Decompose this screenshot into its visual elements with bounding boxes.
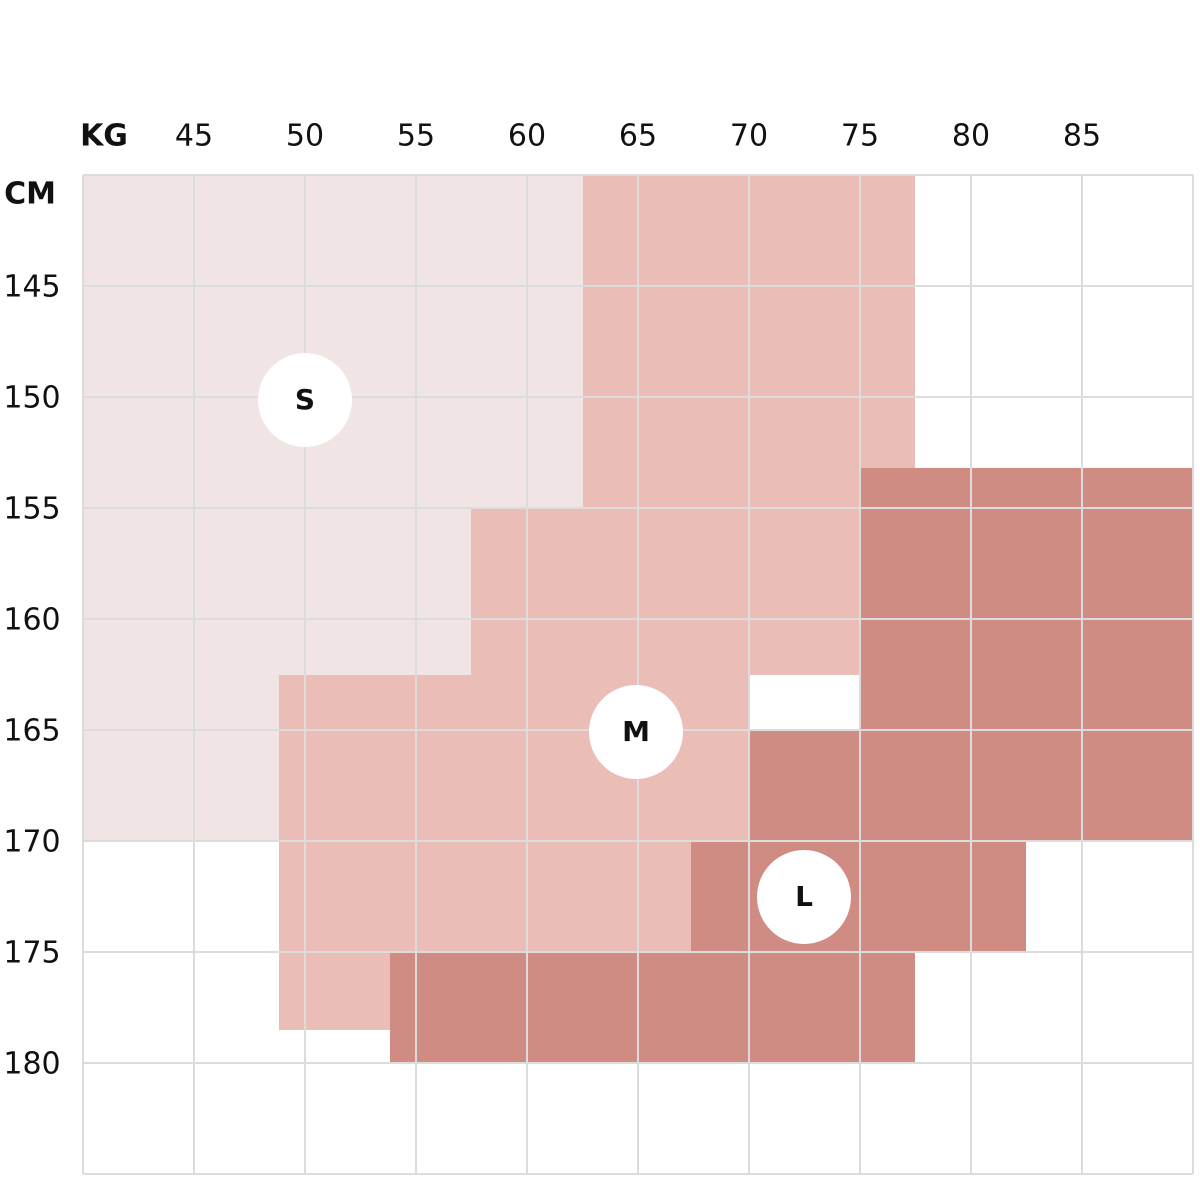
x-label: 70 bbox=[730, 119, 768, 154]
size-badge: S bbox=[258, 353, 352, 447]
y-label: 150 bbox=[3, 381, 60, 416]
y-label: 180 bbox=[3, 1047, 60, 1082]
size-label: L bbox=[795, 880, 813, 913]
y-label: 155 bbox=[3, 492, 60, 527]
size-label: M bbox=[622, 715, 650, 748]
size-badge: M bbox=[589, 685, 683, 779]
x-label: 75 bbox=[841, 119, 879, 154]
x-label: 60 bbox=[508, 119, 546, 154]
y-label: 170 bbox=[3, 825, 60, 860]
y-label: 165 bbox=[3, 714, 60, 749]
region-s bbox=[83, 175, 583, 841]
size-label: S bbox=[295, 383, 315, 416]
x-label: 45 bbox=[175, 119, 213, 154]
x-label: 85 bbox=[1063, 119, 1101, 154]
x-label: 65 bbox=[619, 119, 657, 154]
size-badge: L bbox=[757, 850, 851, 944]
x-label: 50 bbox=[286, 119, 324, 154]
x-unit: KG bbox=[80, 119, 128, 154]
y-label: 160 bbox=[3, 603, 60, 638]
y-unit: CM bbox=[4, 177, 56, 212]
y-label: 145 bbox=[3, 270, 60, 305]
x-label: 55 bbox=[397, 119, 435, 154]
x-label: 80 bbox=[952, 119, 990, 154]
region-l bbox=[390, 468, 1193, 1063]
y-label: 175 bbox=[3, 936, 60, 971]
